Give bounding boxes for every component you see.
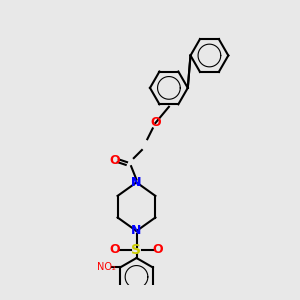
Text: O: O — [110, 243, 120, 256]
Text: N: N — [131, 224, 142, 238]
Text: S: S — [131, 243, 142, 257]
Text: O: O — [110, 154, 120, 167]
Text: N: N — [131, 176, 142, 189]
Text: N: N — [131, 176, 142, 189]
Text: O: O — [150, 116, 161, 130]
Text: NO₂: NO₂ — [97, 262, 116, 272]
Text: O: O — [153, 243, 164, 256]
